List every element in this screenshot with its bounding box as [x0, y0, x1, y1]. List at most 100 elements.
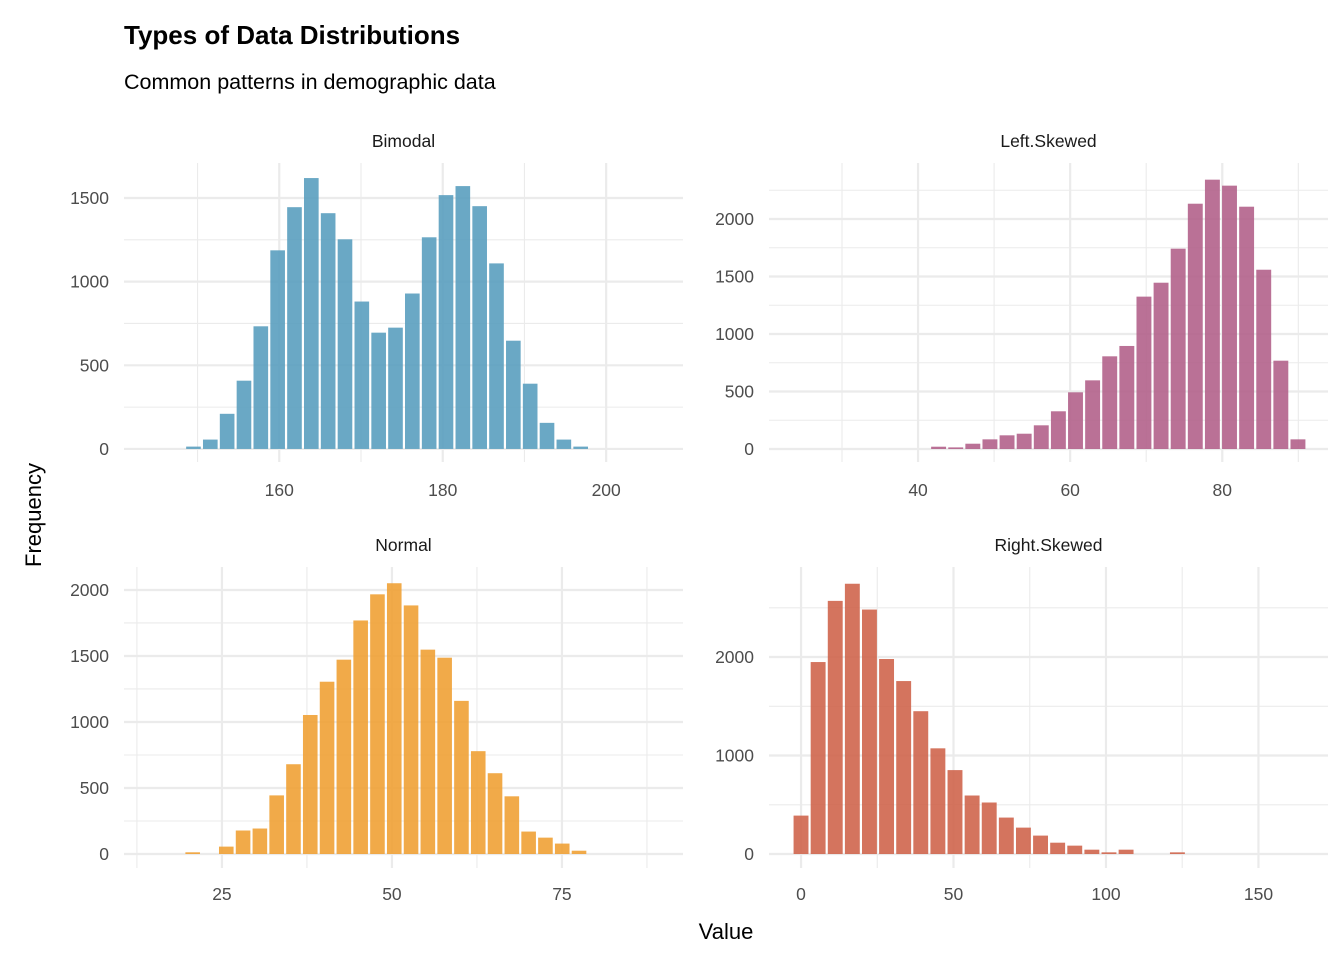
histogram-bar [554, 843, 570, 855]
histogram-bar [386, 583, 402, 855]
histogram-bar [844, 583, 860, 855]
histogram-bar [1204, 179, 1220, 450]
histogram-bar [862, 609, 877, 855]
facet-strip-label: Right.Skewed [995, 535, 1103, 555]
histogram-bar [1169, 852, 1185, 855]
histogram-bar [571, 850, 587, 855]
y-tick-label: 1000 [70, 272, 109, 292]
histogram-bar [1084, 849, 1100, 855]
histogram-bar [219, 413, 235, 449]
x-tick-label: 200 [592, 480, 621, 500]
histogram-bar [521, 831, 536, 855]
histogram-bar [1256, 269, 1272, 450]
panel-normal: Normal 25 50 75 0 500 1000 1500 2000 [70, 535, 683, 904]
histogram-bar [999, 435, 1015, 450]
y-tick-label: 500 [80, 355, 109, 375]
histogram-bar [1136, 296, 1152, 450]
histogram-bar [470, 751, 486, 855]
histogram-bar [1118, 849, 1134, 855]
histogram-bar [913, 711, 929, 855]
histogram-bar [455, 186, 471, 449]
histogram-bar [896, 681, 912, 855]
histogram-bar [405, 293, 420, 449]
histogram-bar [538, 837, 553, 855]
histogram-bar [253, 326, 269, 449]
y-tick-label: 2000 [715, 209, 754, 229]
histogram-bar [454, 700, 469, 855]
histogram-bar [403, 605, 419, 855]
y-tick-label: 2000 [70, 580, 109, 600]
x-tick-label: 100 [1091, 884, 1120, 904]
x-tick-label: 160 [265, 480, 294, 500]
histogram-bar [1170, 248, 1186, 450]
y-axis-title: Frequency [21, 463, 46, 567]
histogram-bar [948, 447, 964, 450]
histogram-bar [1033, 835, 1048, 855]
histogram-bar [965, 443, 981, 450]
histogram-bar [320, 213, 336, 449]
histogram-bar [420, 649, 436, 855]
histogram-bar [522, 383, 538, 449]
histogram-bar [236, 380, 252, 449]
histogram-bar [437, 657, 452, 855]
x-tick-label: 25 [212, 884, 231, 904]
facet-strip-label: Bimodal [372, 131, 435, 151]
y-tick-label: 1500 [70, 646, 109, 666]
y-tick-label: 500 [725, 382, 754, 402]
histogram-bar [438, 195, 454, 449]
histogram-bar [487, 773, 503, 855]
histogram-bar [1239, 206, 1255, 450]
histogram-bar [185, 852, 200, 855]
histogram-bar [354, 301, 370, 449]
histogram-bar [1153, 282, 1169, 450]
panel-bimodal: Bimodal 160 180 200 0 500 1000 1500 [70, 131, 683, 500]
x-tick-label: 180 [428, 480, 457, 500]
histogram-bar [319, 681, 335, 855]
histogram-bar [370, 594, 385, 855]
x-tick-label: 80 [1213, 480, 1233, 500]
histogram-bar [1290, 439, 1306, 450]
y-tick-label: 0 [99, 439, 109, 459]
histogram-bar [202, 439, 218, 449]
histogram-bar [1085, 380, 1101, 450]
x-axis-title: Value [699, 919, 754, 944]
histogram-bar [573, 446, 588, 449]
histogram-bar [793, 815, 809, 855]
histogram-bar [879, 658, 895, 855]
histogram-bar [981, 802, 997, 855]
y-tick-label: 0 [744, 439, 754, 459]
histogram-bar [1050, 842, 1066, 855]
histogram-bar [506, 340, 521, 449]
histogram-bar [303, 178, 319, 449]
histogram-bar [353, 620, 368, 855]
histogram-bar [489, 263, 504, 449]
histogram-bar [1068, 392, 1083, 450]
histogram-bar [336, 659, 352, 855]
x-tick-label: 50 [944, 884, 964, 904]
histogram-bar [270, 250, 285, 449]
histogram-bar [371, 332, 386, 449]
histogram-bar [1119, 345, 1135, 450]
histogram-bar [218, 846, 234, 855]
histogram-bar [1015, 827, 1031, 855]
histogram-bar [252, 828, 268, 855]
y-tick-label: 2000 [715, 647, 754, 667]
chart-subtitle: Common patterns in demographic data [124, 70, 496, 94]
histogram-bar [472, 206, 487, 449]
histogram-bar [421, 237, 437, 449]
histogram-bar [1016, 433, 1032, 450]
y-tick-label: 1500 [715, 267, 754, 287]
histogram-bar [1187, 203, 1203, 450]
y-tick-label: 1000 [715, 746, 754, 766]
histogram-bar [235, 830, 251, 855]
x-tick-label: 50 [382, 884, 402, 904]
facet-strip-label: Normal [375, 535, 431, 555]
histogram-bar [186, 446, 201, 449]
histogram-bar [947, 770, 963, 855]
histogram-bar [539, 422, 555, 449]
y-tick-label: 1500 [70, 188, 109, 208]
histogram-bar [998, 817, 1014, 855]
panel-right-skewed: Right.Skewed 0 50 100 150 0 1000 2000 [715, 535, 1328, 904]
